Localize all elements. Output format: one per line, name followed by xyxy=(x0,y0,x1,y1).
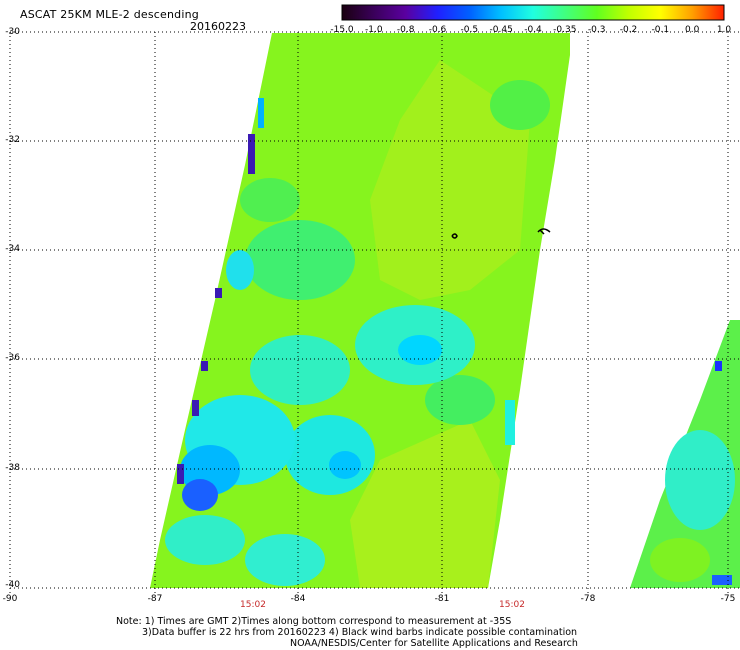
swath-east-green-patch xyxy=(650,538,710,582)
swath-yellow-region xyxy=(370,60,530,300)
swath-east-cyan-patch xyxy=(665,430,735,530)
time-label: 15:02 xyxy=(240,600,266,610)
colorbar-tick-label: 0.0 xyxy=(684,25,700,35)
colorbar-tick-label: -0.4 xyxy=(524,25,542,35)
product-title: ASCAT 25KM MLE-2 descending xyxy=(20,8,199,21)
colorbar-labels: -15.0 -1.0 -0.8 -0.6 -0.5 -0.45 -0.4 -0.35 -0.3 -… xyxy=(328,25,732,37)
lon-label: -84 xyxy=(290,594,306,604)
swath-east-blue-pixel xyxy=(712,575,732,585)
colorbar-tick-label: -0.3 xyxy=(587,25,606,35)
swath-yellow-region-south xyxy=(350,420,500,588)
lat-label: -30 xyxy=(5,27,20,37)
swath-dark-pixel xyxy=(177,464,184,484)
contamination-wind-barbs xyxy=(451,228,551,239)
wind-barb xyxy=(537,228,551,235)
lon-label: -78 xyxy=(580,594,596,604)
note-line-3: NOAA/NESDIS/Center for Satellite Applica… xyxy=(290,638,578,649)
swath-dark-pixel xyxy=(215,288,222,298)
colorbar-tick-label: -0.2 xyxy=(619,25,638,35)
lat-lon-grid xyxy=(9,31,740,594)
swath-aqua-patch xyxy=(329,451,361,479)
colorbar-tick-label: -0.6 xyxy=(428,25,447,35)
lon-label: -81 xyxy=(434,594,450,604)
swath-east xyxy=(630,320,740,588)
colorbar xyxy=(341,4,725,21)
lat-label: -40 xyxy=(5,580,20,590)
swath-blue-edge xyxy=(258,98,264,128)
wind-barb xyxy=(451,233,458,239)
colorbar-tick-label: 1.0 xyxy=(716,25,732,35)
swath-cyan-patch xyxy=(165,515,245,565)
swath-light-green-patch xyxy=(490,80,550,130)
swath-dark-pixel xyxy=(201,361,208,371)
lat-label: -36 xyxy=(5,353,20,363)
swath-dark-pixel xyxy=(192,400,199,416)
swath-cyan-patch xyxy=(245,534,325,586)
colorbar-tick-label: -0.45 xyxy=(489,25,513,35)
swath-light-green-patch xyxy=(240,178,300,222)
lat-label: -38 xyxy=(5,463,20,473)
colorbar-tick-label: -0.35 xyxy=(553,25,577,35)
swath-aqua-patch xyxy=(226,250,254,290)
colorbar-tick-label: -0.8 xyxy=(396,25,415,35)
swath-main xyxy=(150,33,570,588)
colorbar-tick-label: -0.1 xyxy=(651,25,670,35)
colorbar-tick-label: -15.0 xyxy=(330,25,354,35)
swath-blue-patch xyxy=(182,479,218,511)
product-date: 20160223 xyxy=(190,20,246,33)
lat-label: -32 xyxy=(5,135,20,145)
swath-aqua-patch xyxy=(398,335,442,365)
swath-dark-pixel xyxy=(248,134,255,174)
lat-label: -34 xyxy=(5,244,20,254)
swath-light-green-patch xyxy=(245,220,355,300)
colorbar-tick-label: -1.0 xyxy=(365,25,383,35)
lon-label: -87 xyxy=(147,594,163,604)
colorbar-gradient xyxy=(341,4,725,21)
swath-cyan-patch xyxy=(250,335,350,405)
note-line-1: Note: 1) Times are GMT 2)Times along bot… xyxy=(116,616,512,627)
swath-cyan-patch xyxy=(285,415,375,495)
lon-label: -90 xyxy=(2,594,18,604)
swath-east-dark-pixel xyxy=(715,361,722,371)
swath-cyan-edge xyxy=(505,400,515,445)
colorbar-tick-label: -0.5 xyxy=(460,25,479,35)
lon-label: -75 xyxy=(720,594,736,604)
time-label: 15:02 xyxy=(499,600,525,610)
note-line-2: 3)Data buffer is 22 hrs from 20160223 4)… xyxy=(142,627,578,638)
